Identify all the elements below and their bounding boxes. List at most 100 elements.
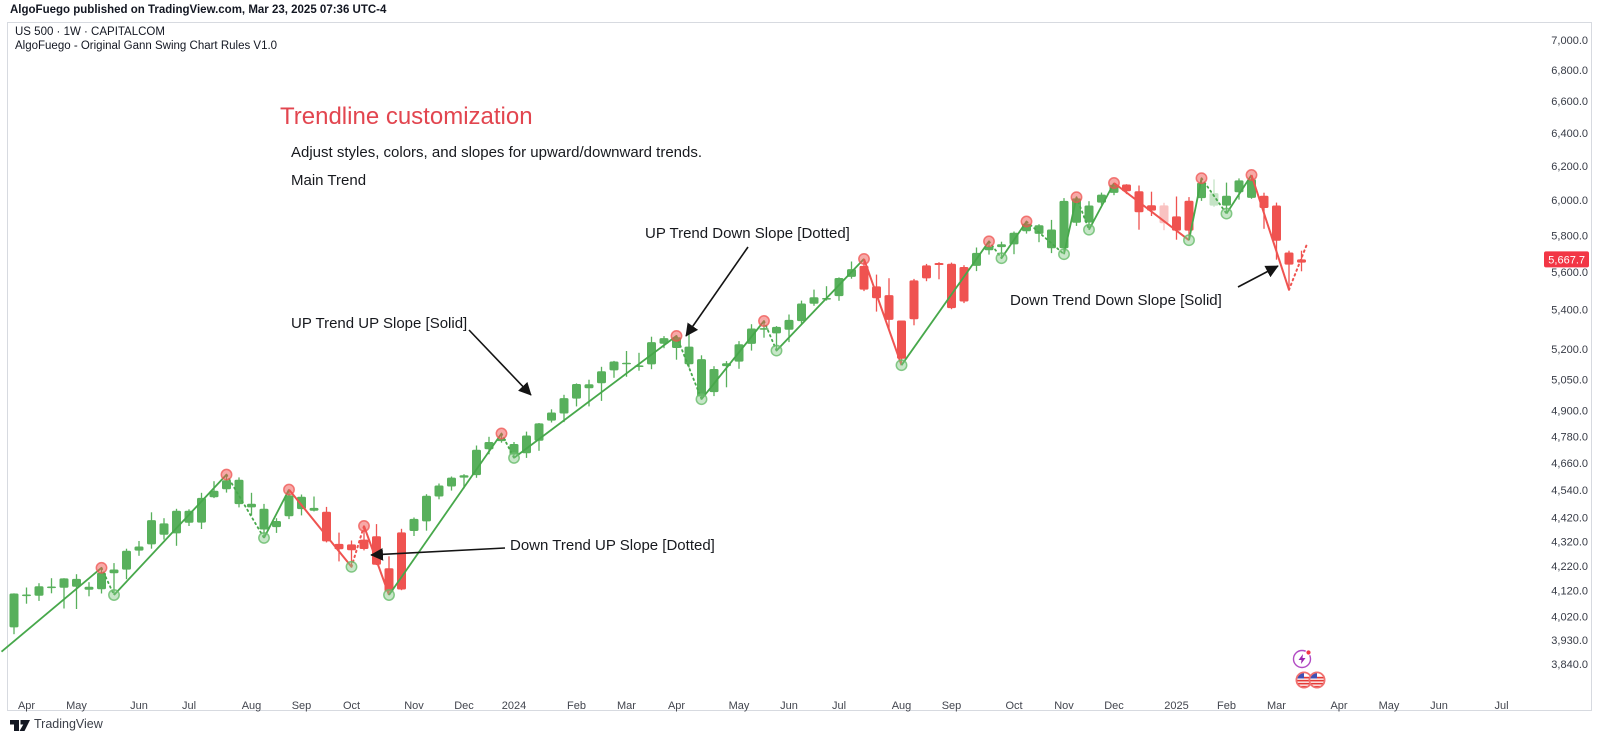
candle-body: [1184, 200, 1194, 231]
candle: [34, 583, 44, 601]
time-axis-label: May: [66, 700, 87, 712]
candle-body: [859, 265, 869, 290]
label-up-trend-up-slope: UP Trend UP Slope [Solid]: [291, 315, 468, 332]
candle: [9, 593, 19, 635]
us-flag-icon[interactable]: [1295, 671, 1313, 689]
candle-body: [97, 572, 106, 590]
candle-body: [384, 568, 394, 592]
candle: [422, 494, 431, 531]
candle-body: [59, 578, 69, 588]
published-attribution: AlgoFuego published on TradingView.com, …: [10, 4, 387, 16]
time-axis-label: May: [1379, 700, 1400, 712]
us-flag-icon[interactable]: [1308, 671, 1326, 689]
candle-body: [184, 510, 194, 523]
price-tick-label: 5,400.0: [1551, 305, 1588, 317]
time-axis-label: Jul: [832, 700, 846, 712]
candle-body: [784, 319, 794, 330]
candle-body: [284, 495, 294, 517]
price-tick-label: 5,200.0: [1551, 344, 1588, 356]
price-tick-label: 6,400.0: [1551, 128, 1588, 140]
price-tick-label: 3,840.0: [1551, 659, 1588, 671]
time-axis-label: Mar: [1267, 700, 1286, 712]
annotation-arrow: [685, 246, 749, 337]
candle: [572, 383, 581, 407]
candle-body: [1034, 225, 1044, 234]
swing-high-marker: [220, 468, 233, 481]
swing-trendline-solid: [1113, 182, 1190, 241]
candle: [209, 481, 219, 499]
swing-trendline-dotted: [1288, 244, 1308, 291]
candle-body: [697, 359, 706, 397]
candle: [884, 278, 894, 330]
price-tick-label: 4,220.0: [1551, 561, 1588, 573]
candle: [234, 477, 244, 508]
candle: [84, 582, 94, 597]
swing-low-marker: [108, 589, 120, 601]
candle: [609, 360, 619, 378]
candle-body: [572, 384, 581, 399]
swing-trendline-dotted: [1025, 220, 1065, 256]
candle: [959, 265, 969, 304]
swing-low-marker: [770, 344, 783, 357]
swing-low-marker: [1183, 234, 1195, 247]
time-axis-label: Jun: [1430, 700, 1448, 712]
time-axis-label: 2024: [502, 700, 526, 712]
swing-high-marker: [670, 329, 683, 342]
candle-body: [997, 244, 1006, 248]
candle-body: [1172, 216, 1181, 231]
candle-body: [84, 586, 94, 590]
candle: [72, 574, 81, 609]
candle-body: [309, 507, 319, 511]
swing-trendline-solid: [900, 240, 990, 366]
candle-body: [209, 490, 219, 498]
candle-body: [34, 586, 44, 596]
time-axis-label: Jul: [1494, 700, 1508, 712]
price-tick-label: 6,000.0: [1551, 195, 1588, 207]
time-axis-label: Nov: [1054, 700, 1074, 712]
swing-trendline-solid: [288, 488, 353, 568]
candle: [1047, 219, 1056, 254]
candle: [1284, 250, 1294, 290]
candle-body: [1297, 259, 1306, 263]
indicator-title: AlgoFuego - Original Gann Swing Chart Ru…: [15, 40, 278, 52]
candle-body: [809, 297, 819, 304]
swing-low-marker: [995, 252, 1008, 265]
candle: [934, 262, 944, 280]
candle-body: [522, 435, 531, 454]
candle: [134, 541, 144, 556]
candle: [797, 300, 806, 324]
candle: [147, 512, 156, 549]
swing-trendline-solid: [1063, 197, 1078, 255]
candle: [272, 518, 281, 533]
flag-ring: [1308, 671, 1326, 689]
candle: [447, 476, 456, 491]
swing-high-marker: [1070, 191, 1083, 204]
candle-body: [959, 267, 969, 302]
swing-trendline-solid: [1225, 174, 1253, 215]
price-tick-label: 4,780.0: [1551, 431, 1588, 443]
candle-body: [147, 520, 156, 545]
economic-event-lightning-icon[interactable]: [1292, 649, 1312, 669]
last-price-badge: [1544, 251, 1589, 268]
swing-trendline-solid: [263, 489, 290, 539]
swing-low-marker: [508, 451, 520, 464]
candle-body: [9, 593, 19, 628]
candle-body: [422, 495, 431, 522]
us-flag-art: [1296, 672, 1312, 688]
candle: [922, 263, 931, 282]
candle: [947, 262, 956, 310]
candle: [1059, 198, 1069, 255]
swing-low-marker: [895, 359, 908, 372]
price-tick-label: 6,200.0: [1551, 161, 1588, 173]
candle-body: [922, 265, 931, 279]
swing-high-marker: [283, 483, 295, 496]
price-tick-label: 4,320.0: [1551, 537, 1588, 549]
candle-body: [984, 246, 994, 251]
swing-high-marker: [1245, 169, 1258, 181]
swing-low-marker: [258, 531, 270, 544]
candle-body: [347, 544, 356, 551]
notification-dot: [1305, 649, 1312, 656]
time-axis-label: Apr: [668, 700, 685, 712]
candle: [247, 492, 256, 516]
